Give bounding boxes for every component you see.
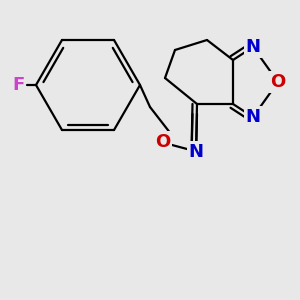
- Text: N: N: [188, 143, 203, 161]
- Text: N: N: [245, 38, 260, 56]
- Text: O: O: [270, 73, 286, 91]
- Text: N: N: [245, 108, 260, 126]
- Text: O: O: [155, 133, 171, 151]
- Text: F: F: [12, 76, 24, 94]
